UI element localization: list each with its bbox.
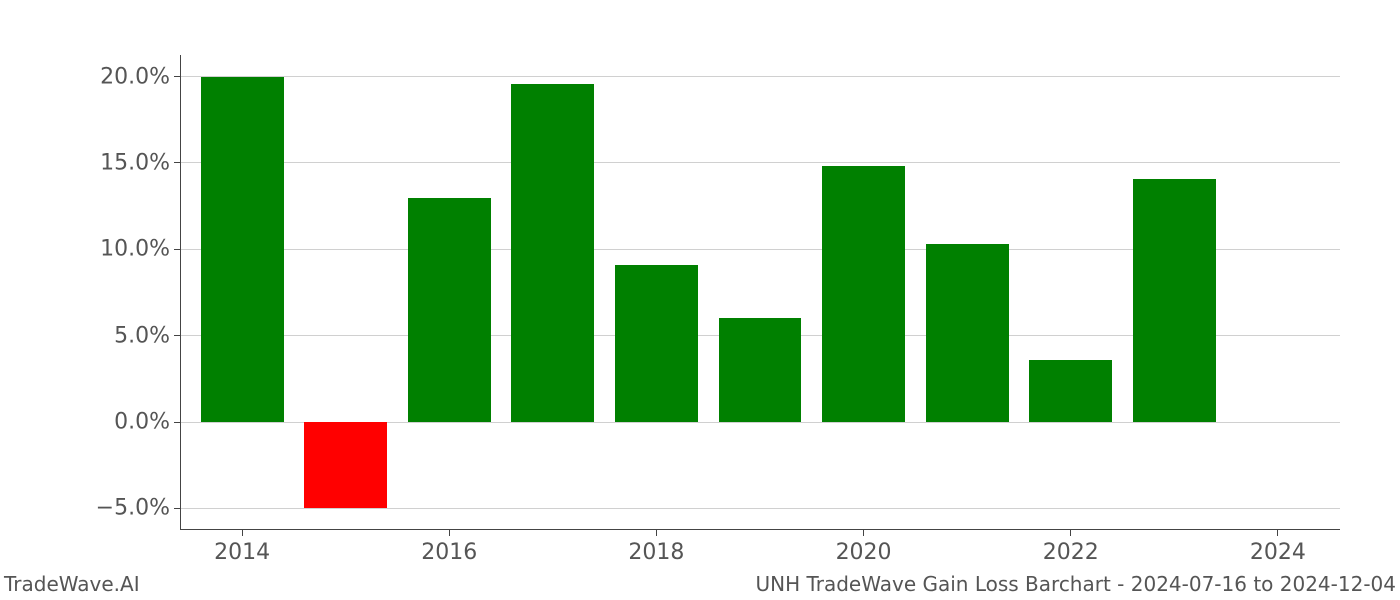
bar [926, 244, 1009, 422]
chart-canvas: −5.0% 0.0% 5.0% 10.0% 15.0% 20.0% 2014 2016 2018… [0, 0, 1400, 600]
bar [822, 166, 905, 422]
x-tick-label: 2018 [628, 530, 684, 565]
y-axis-spine [180, 55, 181, 530]
y-tick-label: 5.0% [114, 323, 180, 348]
x-tick-label: 2022 [1043, 530, 1099, 565]
bar [304, 422, 387, 508]
footer-caption: UNH TradeWave Gain Loss Barchart - 2024-… [755, 572, 1396, 596]
x-tick-label: 2016 [421, 530, 477, 565]
x-tick-label: 2024 [1250, 530, 1306, 565]
y-gridline [180, 76, 1340, 77]
bar [1029, 360, 1112, 422]
x-tick-label: 2020 [836, 530, 892, 565]
bar [408, 198, 491, 423]
y-tick-label: 20.0% [100, 64, 180, 89]
bar [615, 265, 698, 422]
bar [511, 84, 594, 423]
bar [719, 318, 802, 422]
y-tick-label: 0.0% [114, 410, 180, 435]
bar [201, 77, 284, 422]
y-tick-label: 15.0% [100, 150, 180, 175]
y-gridline [180, 162, 1340, 163]
bar [1133, 179, 1216, 423]
footer-brand: TradeWave.AI [4, 572, 140, 596]
plot-area: −5.0%0.0%5.0%10.0%15.0%20.0%201420162018… [180, 55, 1340, 530]
x-axis-spine [180, 529, 1340, 530]
y-tick-label: −5.0% [96, 496, 180, 521]
y-tick-label: 10.0% [100, 237, 180, 262]
x-tick-label: 2014 [214, 530, 270, 565]
